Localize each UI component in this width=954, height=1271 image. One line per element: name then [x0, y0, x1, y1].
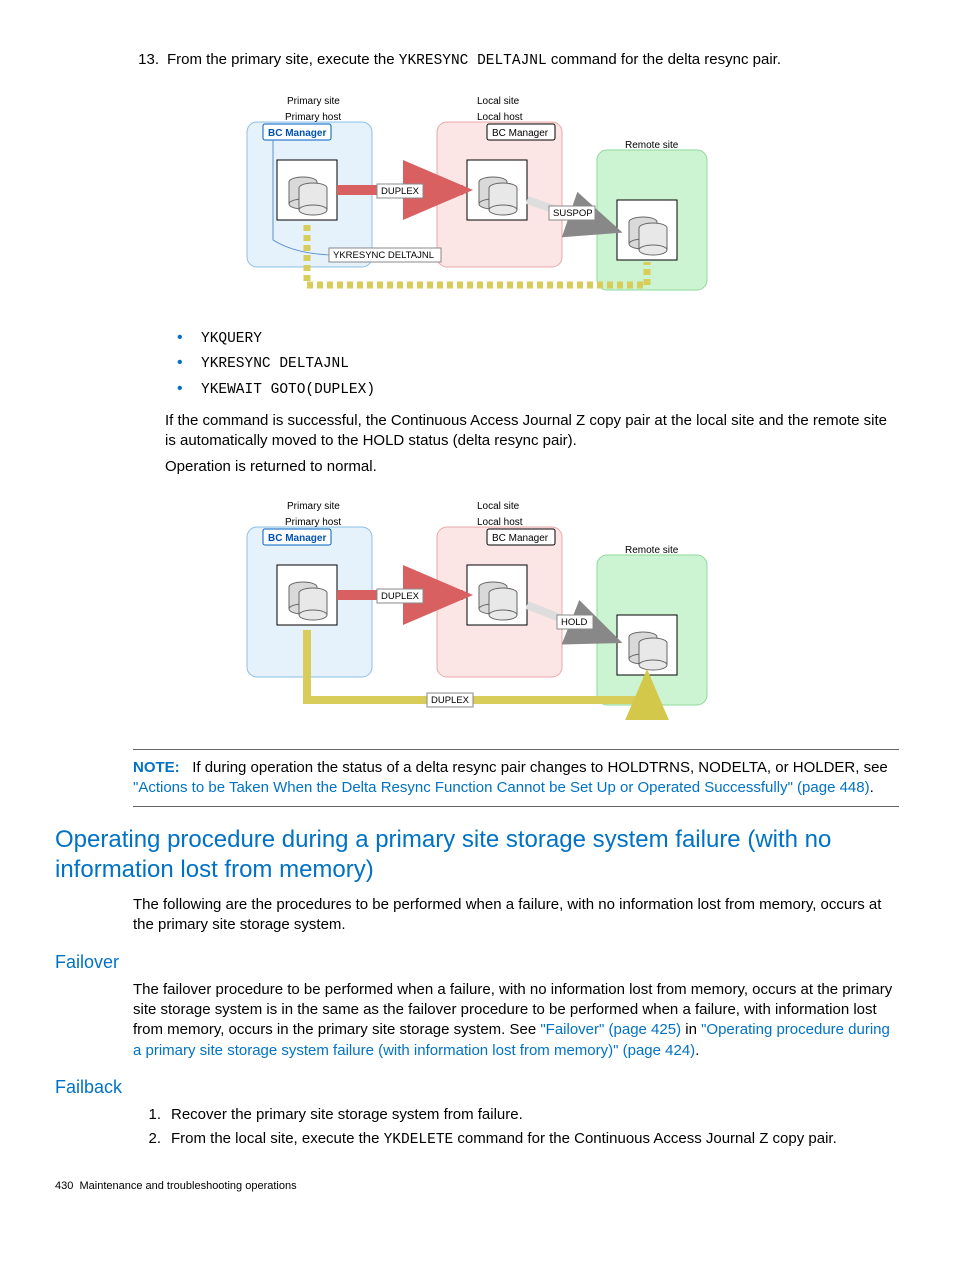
label: Primary host: [285, 112, 341, 123]
tag: DUPLEX: [381, 186, 420, 197]
text: If during operation the status of a delt…: [192, 759, 888, 776]
bc-manager: BC Manager: [268, 533, 326, 544]
page-footer: 430 Maintenance and troubleshooting oper…: [55, 1179, 899, 1194]
paragraph: The following are the procedures to be p…: [133, 895, 899, 936]
text: .: [870, 779, 874, 796]
tag: DUPLEX: [381, 591, 420, 602]
step-number: 1.: [133, 1105, 171, 1125]
text: From the local site, execute the: [171, 1130, 384, 1147]
command: YKDELETE: [384, 1132, 454, 1148]
step-text: From the primary site, execute the YKRES…: [167, 50, 899, 72]
label: Local site: [477, 501, 520, 512]
label: Remote site: [625, 140, 679, 151]
diagram-1: Primary site Primary host Local site Loc…: [55, 90, 899, 306]
step-number: 2.: [133, 1129, 171, 1151]
note-block: NOTE: If during operation the status of …: [133, 749, 899, 808]
diagram-2: Primary site Primary host Local site Loc…: [55, 495, 899, 726]
label: Local host: [477, 112, 523, 123]
tag: SUSPOP: [553, 208, 593, 219]
tag: DUPLEX: [431, 695, 470, 706]
paragraph: Operation is returned to normal.: [165, 457, 899, 477]
link[interactable]: "Failover" (page 425): [540, 1021, 681, 1038]
cmd: YKRESYNC DELTAJNL: [201, 356, 349, 372]
step-13: 13. From the primary site, execute the Y…: [131, 50, 899, 72]
step-1: 1. Recover the primary site storage syst…: [133, 1105, 899, 1125]
label: Local site: [477, 96, 520, 107]
divider: [133, 806, 899, 807]
text: .: [695, 1042, 699, 1059]
text: command for the delta resync pair.: [547, 51, 781, 68]
paragraph: If the command is successful, the Contin…: [165, 411, 899, 452]
text: in: [681, 1021, 701, 1038]
list-item: YKEWAIT GOTO(DUPLEX): [165, 379, 899, 401]
command-list: YKQUERY YKRESYNC DELTAJNL YKEWAIT GOTO(D…: [165, 328, 899, 401]
tag: HOLD: [561, 617, 588, 628]
list-item: YKQUERY: [165, 328, 899, 350]
bc-manager: BC Manager: [492, 533, 549, 544]
link[interactable]: "Actions to be Taken When the Delta Resy…: [133, 779, 870, 796]
text: From the primary site, execute the: [167, 51, 399, 68]
subsection-heading: Failback: [55, 1075, 899, 1099]
text: command for the Continuous Access Journa…: [453, 1130, 837, 1147]
paragraph: The failover procedure to be performed w…: [133, 980, 899, 1061]
label: Primary site: [287, 96, 340, 107]
note-label: NOTE:: [133, 759, 180, 776]
command: YKRESYNC DELTAJNL: [399, 53, 547, 69]
subsection-heading: Failover: [55, 950, 899, 974]
bc-manager: BC Manager: [268, 128, 326, 139]
chapter-title: Maintenance and troubleshooting operatio…: [79, 1180, 296, 1192]
step-text: From the local site, execute the YKDELET…: [171, 1129, 899, 1151]
step-text: Recover the primary site storage system …: [171, 1105, 899, 1125]
tag: YKRESYNC DELTAJNL: [333, 250, 434, 261]
list-item: YKRESYNC DELTAJNL: [165, 353, 899, 375]
divider: [133, 749, 899, 750]
label: Local host: [477, 517, 523, 528]
step-number: 13.: [131, 50, 167, 72]
cmd: YKEWAIT GOTO(DUPLEX): [201, 382, 375, 398]
step-2: 2. From the local site, execute the YKDE…: [133, 1129, 899, 1151]
label: Primary host: [285, 517, 341, 528]
bc-manager: BC Manager: [492, 128, 549, 139]
page-number: 430: [55, 1180, 73, 1192]
label: Primary site: [287, 501, 340, 512]
cmd: YKQUERY: [201, 331, 262, 347]
label: Remote site: [625, 545, 679, 556]
section-heading: Operating procedure during a primary sit…: [55, 825, 899, 885]
